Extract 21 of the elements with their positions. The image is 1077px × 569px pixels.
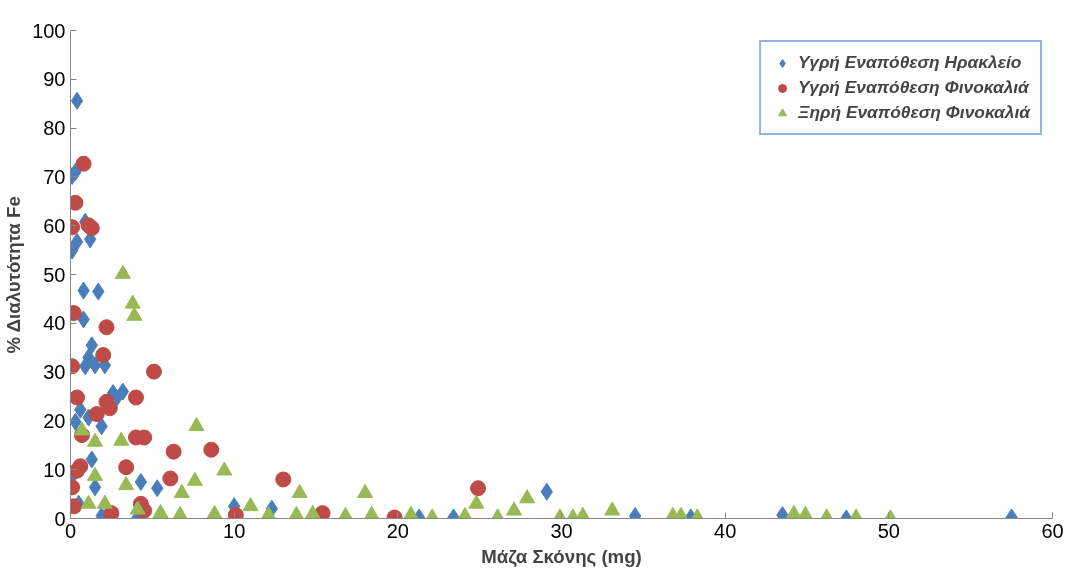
x-axis-title: Μάζα Σκόνης (mg) [481,545,642,568]
y-tick-label: 50 [43,263,66,286]
x-tick-label: 50 [877,519,900,542]
y-tick-label: 70 [43,165,66,188]
y-tick-label: 90 [43,68,66,91]
x-tick-label: 60 [1041,519,1064,542]
y-tick-label: 20 [43,409,66,432]
x-tick-label: 30 [550,519,573,542]
x-tick-label: 40 [714,519,737,542]
legend-label: Υγρή Εναπόθεση Φινοκαλιά [798,77,1029,98]
y-tick-label: 100 [32,19,66,42]
x-tick-label: 10 [223,519,246,542]
x-tick-label: 20 [386,519,409,542]
legend-label: Ξηρή Εναπόθεση Φινοκαλιά [798,102,1030,123]
y-tick-label: 40 [43,312,66,335]
legend-label: Υγρή Εναπόθεση Ηρακλείο [798,52,1022,73]
y-axis-title: % Διαλυτότητα Fe [3,196,25,354]
y-tick-label: 30 [43,361,66,384]
y-tick-label: 60 [43,214,66,237]
y-tick-label: 10 [43,458,66,481]
y-tick-label: 80 [43,117,66,140]
